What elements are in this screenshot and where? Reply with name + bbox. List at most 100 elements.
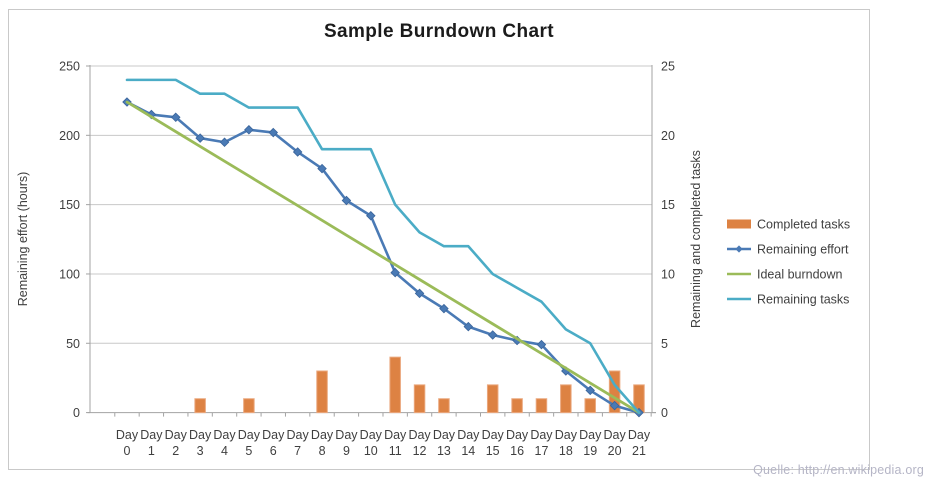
legend-bar-swatch — [727, 219, 751, 229]
legend-item-label: Ideal burndown — [757, 268, 843, 282]
x-axis-label-number: 17 — [535, 444, 549, 458]
legend-diamond-marker — [735, 245, 743, 253]
x-axis-label-word: Day — [579, 428, 602, 442]
x-axis-label-number: 6 — [270, 444, 277, 458]
series-line — [125, 100, 641, 415]
axis-tick-labels: 2502001501005002520151050Day0Day1Day2Day… — [59, 60, 675, 459]
remaining-effort-marker — [463, 321, 474, 332]
remaining-effort-marker — [195, 133, 205, 143]
completed-tasks-bar — [486, 384, 499, 414]
x-axis-label-word: Day — [482, 428, 505, 442]
remaining-effort-marker — [292, 147, 303, 157]
series-remaining-effort — [122, 97, 644, 418]
remaining-effort-marker — [244, 125, 254, 135]
x-axis-label-number: 2 — [172, 444, 179, 458]
left-axis-title: Remaining effort (hours) — [16, 172, 30, 307]
x-axis-label-number: 19 — [583, 444, 597, 458]
legend-item-completed-tasks: Completed tasks — [727, 218, 850, 232]
x-axis-label-word: Day — [506, 428, 529, 442]
legend-item-label: Remaining tasks — [757, 293, 849, 307]
x-axis-label-word: Day — [335, 428, 358, 442]
x-axis-label-number: 9 — [343, 444, 350, 458]
legend-item-label: Completed tasks — [757, 218, 850, 232]
x-axis-label-word: Day — [140, 428, 163, 442]
x-axis-label-number: 10 — [364, 444, 378, 458]
x-axis-label-word: Day — [530, 428, 553, 442]
remaining-effort-marker — [390, 267, 400, 278]
x-axis-label-word: Day — [116, 428, 139, 442]
completed-tasks-bar — [560, 384, 572, 414]
completed-tasks-bar — [438, 398, 450, 414]
completed-tasks-bar — [584, 398, 596, 414]
left-axis-tick-label: 50 — [66, 337, 80, 351]
remaining-effort-marker — [585, 385, 595, 396]
x-axis-label-number: 14 — [461, 444, 475, 458]
x-axis-label-number: 4 — [221, 444, 228, 458]
right-axis-title: Remaining and completed tasks — [689, 150, 703, 328]
completed-tasks-bar — [194, 398, 206, 414]
chart-frame — [8, 9, 870, 470]
x-axis-label-word: Day — [189, 428, 212, 442]
x-axis-label-word: Day — [262, 428, 285, 442]
gridlines — [90, 65, 652, 344]
x-axis-label-word: Day — [165, 428, 188, 442]
x-axis-label-word: Day — [433, 428, 456, 442]
right-axis-tick-label: 10 — [661, 267, 675, 281]
left-axis-tick-label: 100 — [59, 267, 80, 281]
series-line — [125, 78, 641, 414]
x-axis-label-number: 8 — [319, 444, 326, 458]
completed-tasks-bar — [316, 370, 328, 414]
x-axis-label-number: 3 — [197, 444, 204, 458]
right-axis-tick-label: 5 — [661, 337, 668, 351]
remaining-effort-marker — [170, 112, 181, 123]
left-axis-tick-label: 150 — [59, 198, 80, 212]
x-axis-label-word: Day — [360, 428, 383, 442]
right-axis-tick-label: 0 — [661, 406, 668, 420]
left-axis-tick-label: 200 — [59, 129, 80, 143]
x-axis-label-number: 20 — [608, 444, 622, 458]
x-axis-label-word: Day — [628, 428, 651, 442]
completed-tasks-bar — [413, 384, 426, 414]
x-axis-label-number: 1 — [148, 444, 155, 458]
x-axis-label-number: 16 — [510, 444, 524, 458]
x-axis-label-word: Day — [238, 428, 261, 442]
chart-title: Sample Burndown Chart — [323, 21, 555, 42]
remaining-effort-marker — [268, 127, 279, 138]
x-axis-label-word: Day — [213, 428, 236, 442]
left-axis-tick-label: 0 — [73, 406, 80, 420]
remaining-effort-marker — [219, 137, 230, 148]
x-axis-label-word: Day — [457, 428, 480, 442]
series-remaining-tasks — [125, 78, 641, 414]
remaining-effort-marker — [439, 303, 449, 314]
legend-item-label: Remaining effort — [757, 243, 849, 257]
x-axis-label-number: 11 — [389, 444, 402, 458]
x-axis-label-number: 21 — [632, 444, 646, 458]
completed-tasks-bar — [535, 398, 548, 414]
right-axis-tick-label: 15 — [661, 198, 675, 212]
x-axis-label-number: 12 — [413, 444, 427, 458]
x-axis-label-number: 0 — [124, 444, 131, 458]
left-axis-tick-label: 250 — [59, 60, 80, 74]
x-axis-label-word: Day — [384, 428, 407, 442]
completed-tasks-bar — [243, 398, 255, 414]
remaining-effort-marker — [366, 210, 376, 221]
x-axis-label-number: 13 — [437, 444, 451, 458]
x-axis-label-word: Day — [311, 428, 334, 442]
x-axis-label-number: 7 — [294, 444, 301, 458]
series-ideal-burndown — [125, 100, 641, 415]
completed-tasks-bar — [389, 356, 401, 414]
completed-tasks-bar — [511, 398, 523, 414]
watermark-source-text: Quelle: http://en.wikipedia.org — [753, 463, 924, 477]
x-axis-label-word: Day — [603, 428, 626, 442]
remaining-effort-marker — [609, 400, 620, 411]
legend-item-remaining-effort: Remaining effort — [727, 243, 849, 257]
series-line — [125, 100, 641, 414]
x-axis-label-number: 15 — [486, 444, 500, 458]
x-axis-label-word: Day — [408, 428, 431, 442]
legend-item-ideal-burndown: Ideal burndown — [727, 268, 843, 282]
x-axis-label-number: 5 — [245, 444, 252, 458]
remaining-effort-marker — [487, 330, 498, 340]
x-axis-label-word: Day — [287, 428, 310, 442]
